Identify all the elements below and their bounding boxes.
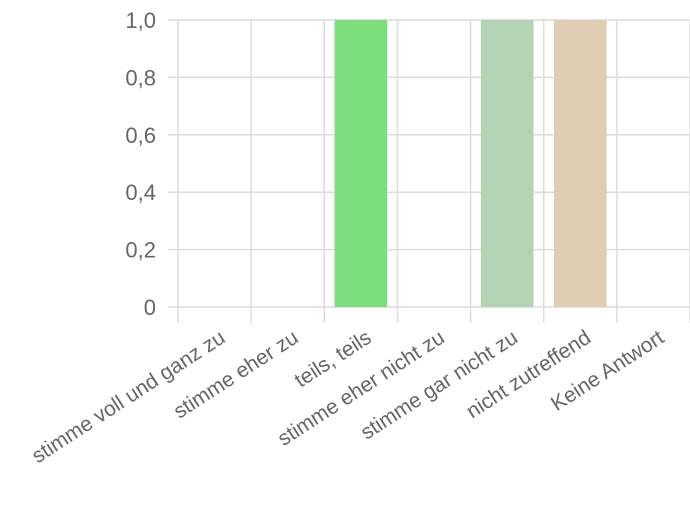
y-tick-label: 0,4 <box>125 180 156 205</box>
y-tick-label: 0,2 <box>125 238 156 263</box>
bars <box>334 20 607 307</box>
grid <box>168 19 690 323</box>
bar <box>480 20 534 307</box>
y-tick-label: 0,6 <box>125 123 156 148</box>
x-tick-label: nicht zutreffend <box>462 326 595 423</box>
x-tick-label: stimme eher zu <box>170 326 303 423</box>
bar <box>334 20 388 307</box>
bar <box>553 20 607 307</box>
y-axis-ticks: 0 0,2 0,4 0,6 0,8 1,0 <box>125 8 156 320</box>
y-tick-label: 1,0 <box>125 8 156 33</box>
y-tick-label: 0,8 <box>125 65 156 90</box>
y-tick-label: 0 <box>144 295 156 320</box>
